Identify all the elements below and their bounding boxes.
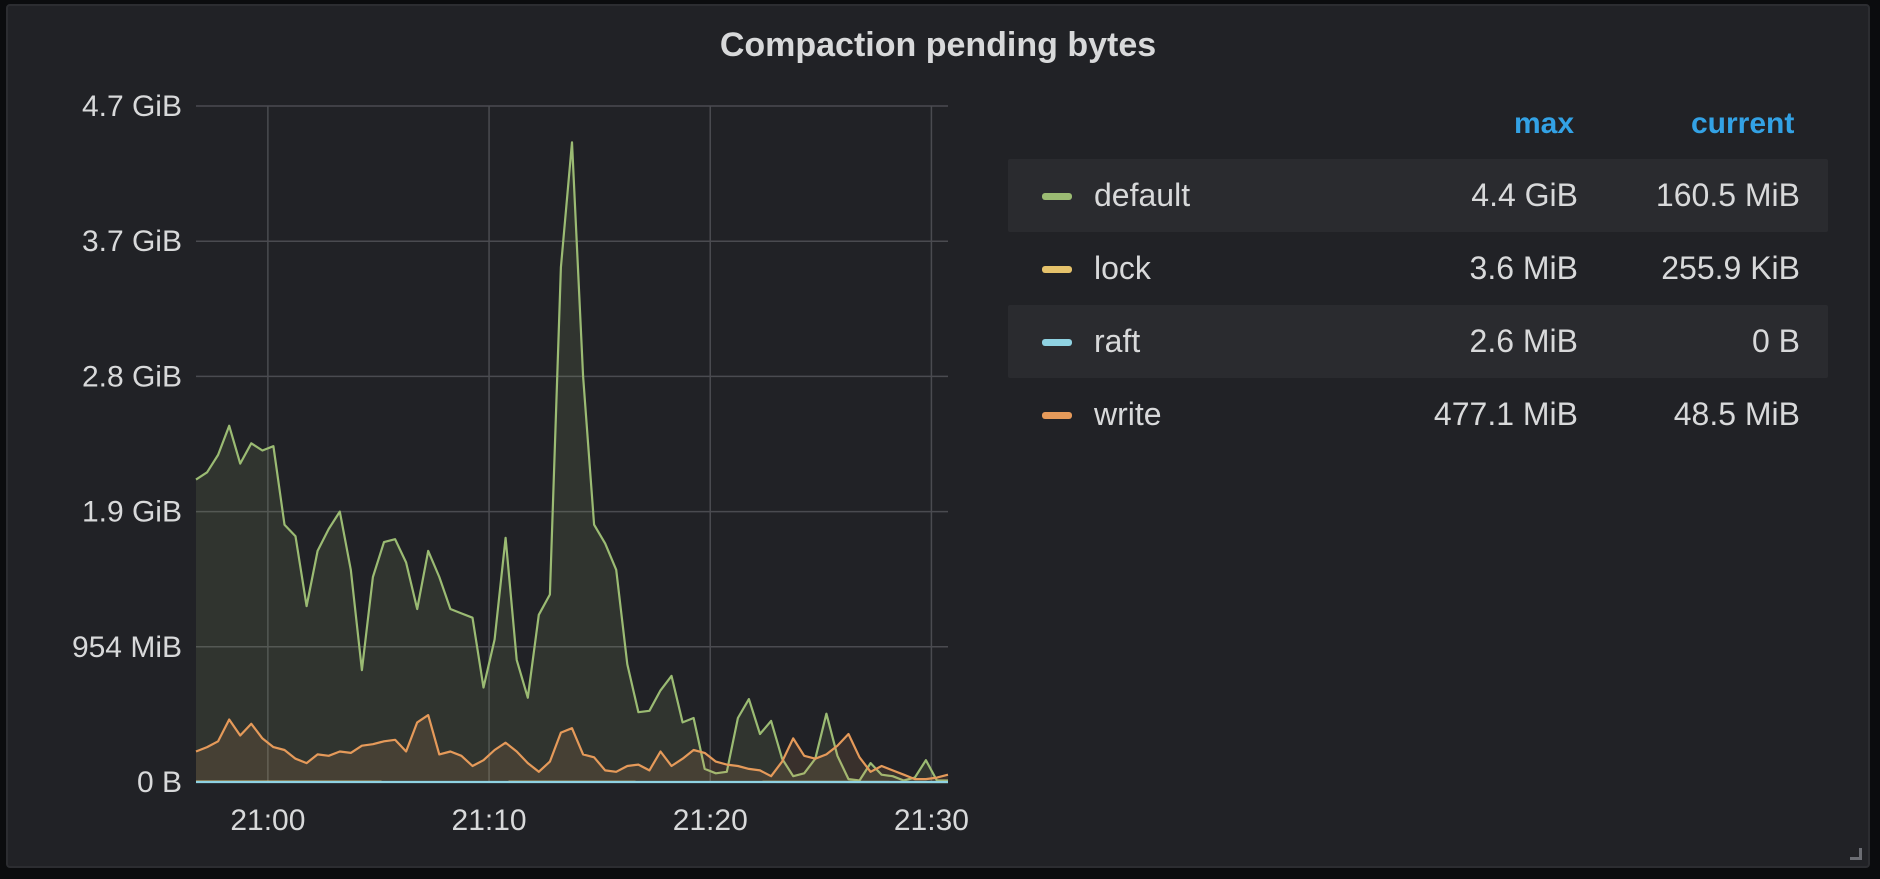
- legend-item-lock[interactable]: lock 3.6 MiB 255.9 KiB: [1008, 232, 1828, 305]
- legend-item-max: 477.1 MiB: [1433, 396, 1578, 432]
- y-tick-label: 2.8 GiB: [82, 360, 182, 393]
- legend-item-raft[interactable]: raft 2.6 MiB 0 B: [1008, 305, 1828, 378]
- y-tick-label: 1.9 GiB: [82, 496, 182, 529]
- legend-item-max: 4.4 GiB: [1471, 177, 1578, 213]
- y-tick-label: 0 B: [137, 766, 182, 799]
- x-tick-label: 21:30: [894, 804, 969, 837]
- series-swatch-raft: [1042, 339, 1072, 346]
- series-line-default: [195, 141, 948, 782]
- x-tick-label: 21:20: [673, 804, 748, 837]
- legend-header: max current: [1008, 101, 1828, 159]
- legend-item-max: 3.6 MiB: [1469, 250, 1578, 286]
- y-tick-label: 954 MiB: [72, 631, 182, 664]
- legend-item-current: 255.9 KiB: [1661, 250, 1800, 286]
- legend-item-label: raft: [1094, 323, 1141, 359]
- graph-panel: Compaction pending bytes 0 B 954 MiB 1.9 G…: [6, 4, 1870, 868]
- legend-item-default[interactable]: default 4.4 GiB 160.5 MiB: [1008, 159, 1828, 232]
- legend-item-label: write: [1094, 396, 1162, 432]
- y-tick-label: 3.7 GiB: [82, 225, 182, 258]
- chart-plot-area[interactable]: 0 B 954 MiB 1.9 GiB 2.8 GiB 3.7 GiB 4.7 GiB 21…: [8, 6, 1008, 870]
- legend-item-current: 160.5 MiB: [1655, 177, 1800, 213]
- y-tick-label: 4.7 GiB: [82, 90, 182, 123]
- legend-item-max: 2.6 MiB: [1469, 323, 1578, 359]
- series-swatch-default: [1042, 193, 1072, 200]
- legend-item-current: 48.5 MiB: [1673, 396, 1800, 432]
- legend-item-current: 0 B: [1751, 323, 1800, 359]
- legend-item-label: default: [1094, 177, 1191, 213]
- series-area-default: [196, 142, 948, 783]
- legend-col-current[interactable]: current: [1691, 107, 1795, 140]
- x-tick-label: 21:10: [452, 804, 527, 837]
- legend-col-max[interactable]: max: [1514, 107, 1575, 140]
- resize-handle[interactable]: [1850, 848, 1862, 860]
- series-swatch-lock: [1042, 266, 1072, 273]
- legend-item-write[interactable]: write 477.1 MiB 48.5 MiB: [1008, 378, 1828, 451]
- series-line-write: [195, 714, 949, 781]
- series-swatch-write: [1042, 412, 1072, 419]
- series-area-write: [196, 715, 948, 782]
- legend-table: max current default 4.4 GiB 160.5 MiB lo…: [1008, 101, 1828, 451]
- x-tick-label: 21:00: [230, 804, 305, 837]
- panel-title[interactable]: Compaction pending bytes: [719, 26, 1157, 64]
- legend-item-label: lock: [1094, 250, 1151, 286]
